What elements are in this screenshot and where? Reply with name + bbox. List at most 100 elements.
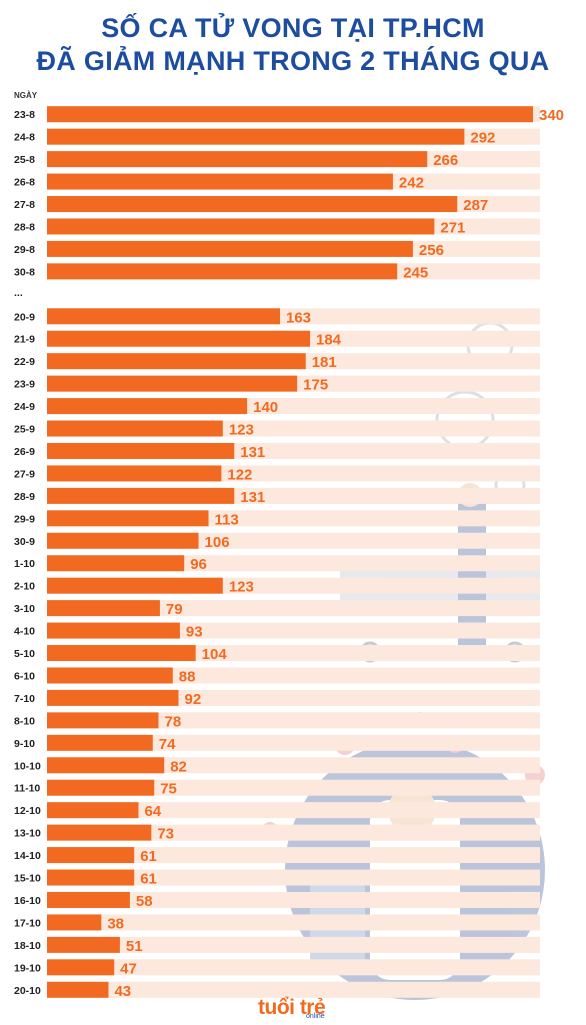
tuoitre-logo-sub: online [306,1013,325,1020]
value-label: 122 [227,466,252,483]
bar-10-10 [47,757,165,774]
nurse-figure-icon [458,490,486,660]
value-label: 184 [316,332,342,349]
bar-13-10 [47,824,152,841]
row-stripe [47,914,540,931]
category-label: 11-10 [14,783,40,795]
category-label: 26-9 [14,446,35,458]
bar-23-9 [47,375,298,392]
row-stripe [47,824,540,841]
value-label: 58 [136,893,153,910]
category-label: 10-10 [14,760,41,772]
category-label: 20-10 [14,985,41,997]
bar-5-10 [47,645,196,662]
value-label: 113 [215,511,239,528]
value-label: 266 [433,152,458,169]
row-stripe [47,891,540,908]
category-label: 14-10 [14,850,41,862]
bar-28-8 [47,218,435,235]
category-label: 2-10 [14,581,35,593]
value-label: 74 [159,736,176,753]
header-label-ngay: NGÀY [14,91,38,100]
row-stripe [47,757,540,774]
bar-1-10 [47,555,185,572]
category-label: 22-9 [14,356,35,368]
category-label: 8-10 [14,715,35,727]
bar-24-8 [47,128,465,145]
value-label: 64 [144,803,161,820]
value-label: 340 [539,107,564,124]
value-label: 96 [190,556,207,573]
gap-label: ... [14,287,23,299]
value-label: 61 [140,871,157,888]
category-label: 30-8 [14,266,35,278]
value-label: 78 [164,713,181,730]
row-stripe [47,779,540,796]
bar-25-8 [47,151,428,168]
value-label: 61 [140,848,157,865]
category-label: 27-9 [14,468,35,480]
row-stripe [47,981,540,998]
category-label: 16-10 [14,895,41,907]
category-label: 3-10 [14,603,35,615]
row-stripe [47,734,540,751]
row-stripe [47,847,540,864]
bar-22-9 [47,353,306,370]
category-label: 29-8 [14,244,35,256]
bar-2-10 [47,577,223,594]
category-label: 12-10 [14,805,41,817]
value-label: 271 [440,219,465,236]
row-stripe [47,802,540,819]
bar-28-9 [47,487,235,504]
value-label: 38 [107,915,124,932]
bar-18-10 [47,936,120,953]
category-label: 24-9 [14,401,35,413]
bar-6-10 [47,667,173,684]
bar-17-10 [47,914,102,931]
category-label: 13-10 [14,828,41,840]
row-stripe [47,869,540,886]
bar-8-10 [47,712,159,729]
bar-25-9 [47,420,223,437]
category-label: 17-10 [14,917,41,929]
bar-11-10 [47,779,155,796]
value-label: 104 [202,646,228,663]
value-label: 106 [205,534,230,551]
category-label: 19-10 [14,962,41,974]
value-label: 51 [126,938,143,955]
category-label: 24-8 [14,132,35,144]
value-label: 93 [186,624,203,641]
bar-29-8 [47,240,413,257]
bar-19-10 [47,959,115,976]
bar-26-9 [47,442,235,459]
value-label: 163 [286,309,311,326]
category-label: 1-10 [14,558,35,570]
category-label: 25-9 [14,424,35,436]
category-label: 18-10 [14,940,41,952]
bar-21-9 [47,330,311,347]
value-label: 245 [403,264,428,281]
title-line-1: SỐ CA TỬ VONG TẠI TP.HCM [101,13,485,43]
value-label: 140 [253,399,278,416]
value-label: 123 [229,579,254,596]
category-label: 5-10 [14,648,35,660]
category-label: 15-10 [14,873,41,885]
value-label: 47 [120,960,137,977]
value-label: 88 [179,668,196,685]
category-label: 20-9 [14,311,35,323]
row-stripe [47,959,540,976]
category-label: 4-10 [14,626,35,638]
category-label: 6-10 [14,670,35,682]
value-label: 79 [166,601,183,618]
value-label: 292 [470,130,495,147]
category-label: 26-8 [14,177,35,189]
value-label: 131 [240,444,265,461]
value-label: 131 [240,489,265,506]
bar-4-10 [47,622,180,639]
value-label: 82 [170,758,187,775]
bar-30-9 [47,532,199,549]
category-label: 30-9 [14,536,35,548]
category-label: 21-9 [14,334,35,346]
category-label: 23-8 [14,109,35,121]
